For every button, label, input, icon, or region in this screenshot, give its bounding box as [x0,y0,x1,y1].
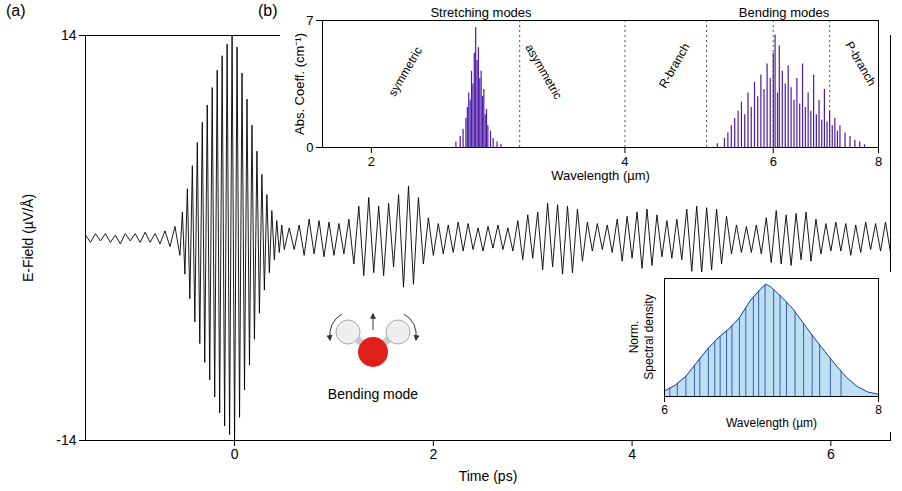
svg-text:Norm.: Norm. [627,321,641,354]
svg-text:0: 0 [231,446,239,462]
svg-text:4: 4 [621,154,628,169]
svg-text:symmetric: symmetric [386,44,425,98]
svg-text:7: 7 [306,13,313,28]
html-text:(b): (b) [258,2,278,19]
svg-text:-14: -14 [56,432,76,448]
svg-text:Time (ps): Time (ps) [459,468,518,484]
svg-text:14: 14 [61,27,77,43]
svg-text:Bending modes: Bending modes [739,5,830,20]
svg-text:Stretching modes: Stretching modes [430,5,532,20]
svg-text:asymmetric: asymmetric [522,42,565,102]
svg-text:Wavelength (µm): Wavelength (µm) [726,416,817,430]
svg-text:P-branch: P-branch [842,39,878,88]
svg-text:Abs. Coeff. (cm⁻¹): Abs. Coeff. (cm⁻¹) [292,33,307,135]
svg-text:2: 2 [429,446,437,462]
svg-text:Spectral density: Spectral density [642,294,656,379]
svg-text:E-Field (µV/Å): E-Field (µV/Å) [20,194,36,282]
html-text:Bending mode: Bending mode [327,386,419,402]
svg-text:8: 8 [875,403,882,417]
svg-text:2: 2 [368,154,375,169]
svg-text:4: 4 [628,446,636,462]
svg-text:0: 0 [306,140,313,155]
html-text:(a): (a) [6,2,26,19]
svg-text:6: 6 [770,154,777,169]
svg-text:6: 6 [661,403,668,417]
svg-text:R-branch: R-branch [656,41,693,91]
svg-text:Wavelength (µm): Wavelength (µm) [551,168,650,183]
svg-text:6: 6 [827,446,835,462]
svg-text:8: 8 [875,154,882,169]
